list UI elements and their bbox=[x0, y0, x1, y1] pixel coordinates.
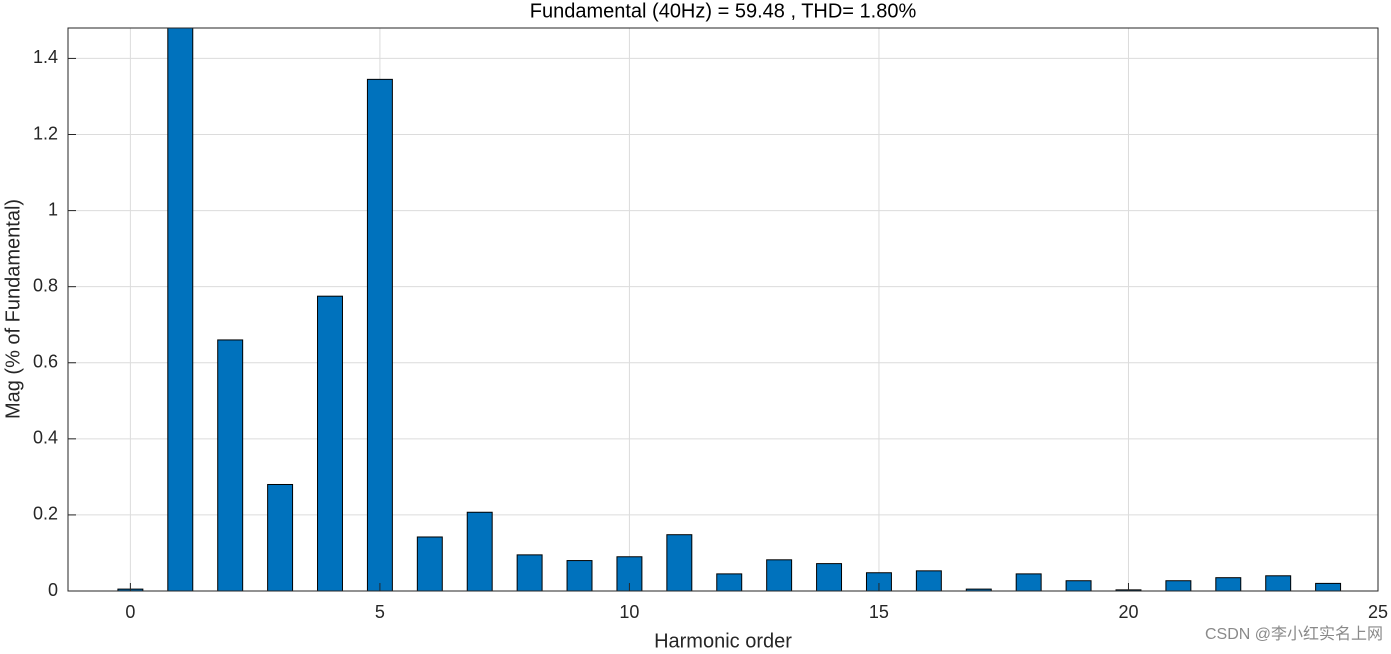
y-axis-label: Mag (% of Fundamental) bbox=[2, 199, 24, 419]
bar bbox=[1165, 580, 1192, 591]
bar bbox=[1215, 577, 1242, 591]
bar bbox=[666, 534, 693, 591]
x-tick-label: 15 bbox=[869, 602, 889, 622]
y-tick-label: 1 bbox=[48, 199, 58, 219]
bar bbox=[217, 339, 244, 591]
x-tick-label: 20 bbox=[1118, 602, 1138, 622]
y-tick-label: 0.4 bbox=[33, 428, 58, 448]
bar bbox=[1065, 580, 1092, 591]
bar bbox=[816, 563, 843, 591]
x-tick-label: 10 bbox=[619, 602, 639, 622]
bar bbox=[566, 560, 593, 591]
bar bbox=[716, 573, 743, 591]
y-tick-label: 0.2 bbox=[33, 504, 58, 524]
x-tick-label: 0 bbox=[125, 602, 135, 622]
bar bbox=[466, 511, 493, 591]
watermark: CSDN @李小红实名上网 bbox=[1205, 625, 1383, 643]
bar bbox=[416, 536, 443, 591]
chart-title: Fundamental (40Hz) = 59.48 , THD= 1.80% bbox=[530, 0, 917, 22]
bar bbox=[1315, 582, 1342, 591]
bar bbox=[317, 295, 343, 591]
y-tick-label: 0.6 bbox=[33, 352, 58, 372]
y-tick-label: 0 bbox=[48, 580, 58, 600]
y-tick-label: 0.8 bbox=[33, 275, 58, 295]
plot-area bbox=[68, 28, 1378, 591]
bar bbox=[267, 483, 294, 591]
axes-box bbox=[67, 27, 1379, 592]
bar bbox=[167, 28, 194, 591]
bar bbox=[366, 78, 393, 591]
bar bbox=[516, 554, 543, 591]
bar bbox=[1015, 573, 1042, 591]
x-tick-label: 25 bbox=[1368, 602, 1388, 622]
bar bbox=[766, 559, 793, 591]
bar bbox=[915, 570, 942, 591]
x-axis-label: Harmonic order bbox=[654, 630, 792, 652]
y-tick-label: 1.2 bbox=[33, 123, 58, 143]
y-tick-label: 1.4 bbox=[33, 47, 58, 67]
x-tick-label: 5 bbox=[375, 602, 385, 622]
bar bbox=[1265, 575, 1292, 591]
